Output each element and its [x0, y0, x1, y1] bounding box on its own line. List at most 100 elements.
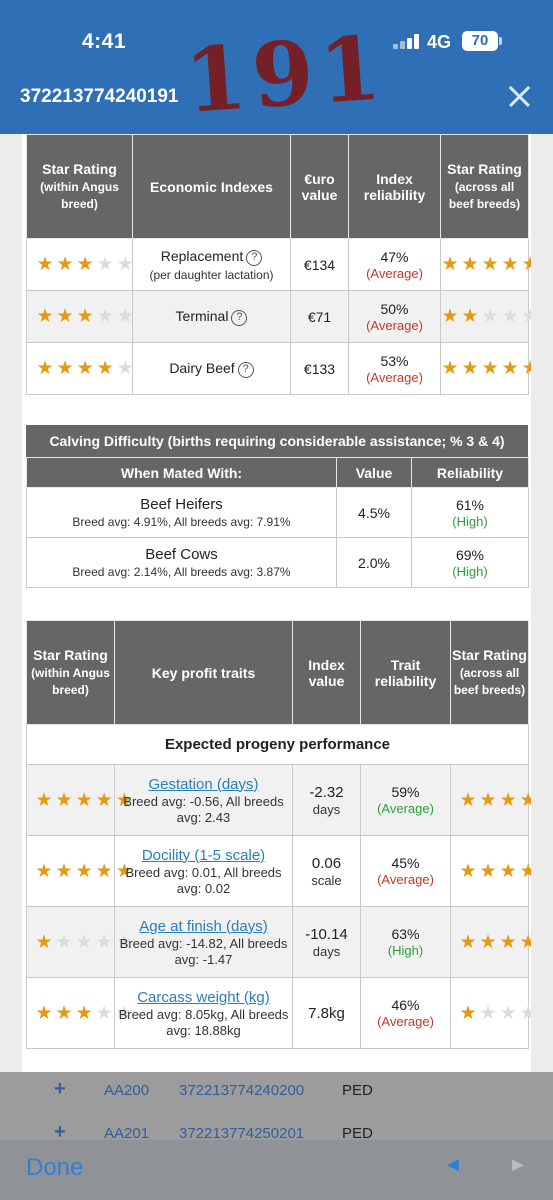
euro-value: €133 — [290, 342, 349, 395]
star-icon: ★ — [96, 358, 117, 379]
star-icon: ★ — [479, 789, 500, 811]
star-icon: ★ — [461, 306, 482, 327]
animal-number[interactable]: 372213774250201 — [179, 1125, 305, 1142]
trait-link[interactable]: Carcass weight (kg) — [137, 988, 270, 1006]
star-icon: ★ — [461, 254, 482, 275]
star-icon: ★ — [116, 306, 137, 327]
animal-code[interactable]: AA200 — [104, 1082, 150, 1099]
star-rating-across: ★★★★★ — [459, 1002, 532, 1024]
star-icon: ★ — [76, 254, 97, 275]
bottom-toolbar: Done ◄ ► — [0, 1140, 553, 1200]
star-icon: ★ — [95, 931, 116, 953]
star-rating-within-header: Star Rating (within Angus breed) — [26, 620, 115, 725]
star-icon: ★ — [481, 358, 502, 379]
star-icon: ★ — [522, 254, 531, 275]
star-icon: ★ — [520, 932, 531, 953]
star-icon: ★ — [56, 358, 77, 379]
calving-difficulty-table: When Mated With: Value Reliability Beef … — [26, 457, 529, 588]
content-card[interactable]: Star Rating (within Angus breed) Economic… — [22, 134, 531, 1094]
help-icon[interactable]: ? — [237, 361, 254, 378]
key-profit-traits-table: Star Rating (within Angus breed) Key prof… — [26, 620, 532, 1049]
list-item[interactable]: + AA201 372213774250201 PED — [0, 1115, 553, 1151]
star-rating-within: ★★★★★ — [36, 933, 133, 952]
star-icon: ★ — [441, 306, 462, 327]
trait-cell: Age at finish (days) Breed avg: -14.82, A… — [114, 906, 293, 978]
star-icon: ★ — [459, 1002, 480, 1024]
star-icon: ★ — [75, 789, 96, 811]
index-name-cell: Terminal? — [132, 290, 291, 343]
close-icon[interactable] — [503, 80, 535, 112]
star-rating-across: ★★★★★ — [459, 860, 532, 882]
mated-with-header: When Mated With: — [26, 457, 337, 488]
next-arrow-icon[interactable]: ► — [508, 1154, 528, 1176]
trait-cell: Gestation (days) Breed avg: -0.56, All br… — [114, 764, 293, 836]
star-icon: ★ — [441, 358, 462, 379]
index-value-cell: 0.06 scale — [292, 835, 361, 907]
star-icon: ★ — [55, 789, 76, 811]
star-icon: ★ — [520, 861, 531, 882]
mated-with-cell: Beef Heifers Breed avg: 4.91%, All breeds… — [26, 487, 337, 538]
trait-cell: Carcass weight (kg) Breed avg: 8.05kg, Al… — [114, 977, 293, 1049]
expand-icon[interactable]: + — [54, 1078, 66, 1100]
mated-with-cell: Beef Cows Breed avg: 2.14%, All breeds av… — [26, 537, 337, 588]
star-icon: ★ — [75, 860, 96, 882]
done-button[interactable]: Done — [26, 1154, 84, 1181]
table-row: ★★★★★ Carcass weight (kg) Breed avg: 8.05k… — [26, 977, 532, 1049]
star-rating-within: ★★★★★ — [35, 1002, 133, 1024]
table-row: Beef Heifers Breed avg: 4.91%, All breeds… — [26, 487, 529, 538]
index-value-cell: 7.8kg — [292, 977, 361, 1049]
animal-code[interactable]: AA201 — [104, 1125, 150, 1142]
euro-value: €71 — [290, 290, 349, 343]
star-rating-across-header: Star Rating (across all beef breeds) — [450, 620, 529, 725]
previous-arrow-icon[interactable]: ◄ — [443, 1154, 463, 1176]
star-icon: ★ — [481, 254, 502, 275]
star-rating-across-header: Star Rating (across all beef breeds) — [440, 134, 529, 239]
star-icon: ★ — [441, 254, 462, 275]
star-icon: ★ — [56, 306, 77, 327]
star-icon: ★ — [76, 358, 97, 379]
trait-link[interactable]: Gestation (days) — [148, 775, 259, 793]
star-rating-within-header: Star Rating (within Angus breed) — [26, 134, 133, 239]
star-icon: ★ — [520, 1003, 531, 1024]
expand-icon[interactable]: + — [54, 1121, 66, 1143]
table-row: ★★★★★Gestation (days)Breed avg: -0.56, A… — [26, 764, 531, 836]
star-icon: ★ — [56, 254, 77, 275]
value-header: Value — [336, 457, 412, 488]
reliability-cell: 69% (High) — [411, 537, 529, 588]
star-icon: ★ — [461, 358, 482, 379]
help-icon[interactable]: ? — [246, 249, 263, 266]
trait-reliability-header: Trait reliability — [360, 620, 451, 725]
star-icon: ★ — [520, 790, 531, 811]
star-icon: ★ — [479, 860, 500, 882]
handwritten-annotation: 191 — [181, 15, 391, 133]
star-icon: ★ — [55, 1002, 76, 1024]
index-reliability-header: Index reliability — [348, 134, 441, 239]
star-icon: ★ — [501, 254, 522, 275]
help-icon[interactable]: ? — [231, 309, 248, 326]
trait-link[interactable]: Age at finish (days) — [139, 917, 268, 935]
animal-number[interactable]: 372213774240200 — [179, 1082, 305, 1099]
index-name-cell: Dairy Beef? — [132, 342, 291, 395]
star-rating-within: ★★★★★ — [36, 789, 133, 811]
star-icon: ★ — [36, 254, 57, 275]
reliability-header: Reliability — [411, 457, 529, 488]
star-rating-across: ★★★★★ — [441, 306, 532, 327]
star-icon: ★ — [35, 1002, 56, 1024]
trait-link[interactable]: Docility (1-5 scale) — [141, 846, 266, 864]
star-icon: ★ — [501, 358, 522, 379]
index-value-cell: -10.14 days — [292, 906, 361, 978]
list-item[interactable]: + AA200 372213774240200 PED — [0, 1072, 553, 1108]
star-icon: ★ — [459, 789, 480, 811]
star-icon: ★ — [116, 254, 137, 275]
star-icon: ★ — [116, 358, 137, 379]
calving-value: 2.0% — [336, 537, 412, 588]
star-icon: ★ — [95, 860, 116, 882]
euro-value-header: €uro value — [290, 134, 349, 239]
star-icon: ★ — [481, 306, 502, 327]
calving-difficulty-title: Calving Difficulty (births requiring con… — [26, 425, 528, 457]
reliability-cell: 63% (High) — [360, 906, 451, 978]
star-icon: ★ — [459, 860, 480, 882]
calving-value: 4.5% — [336, 487, 412, 538]
